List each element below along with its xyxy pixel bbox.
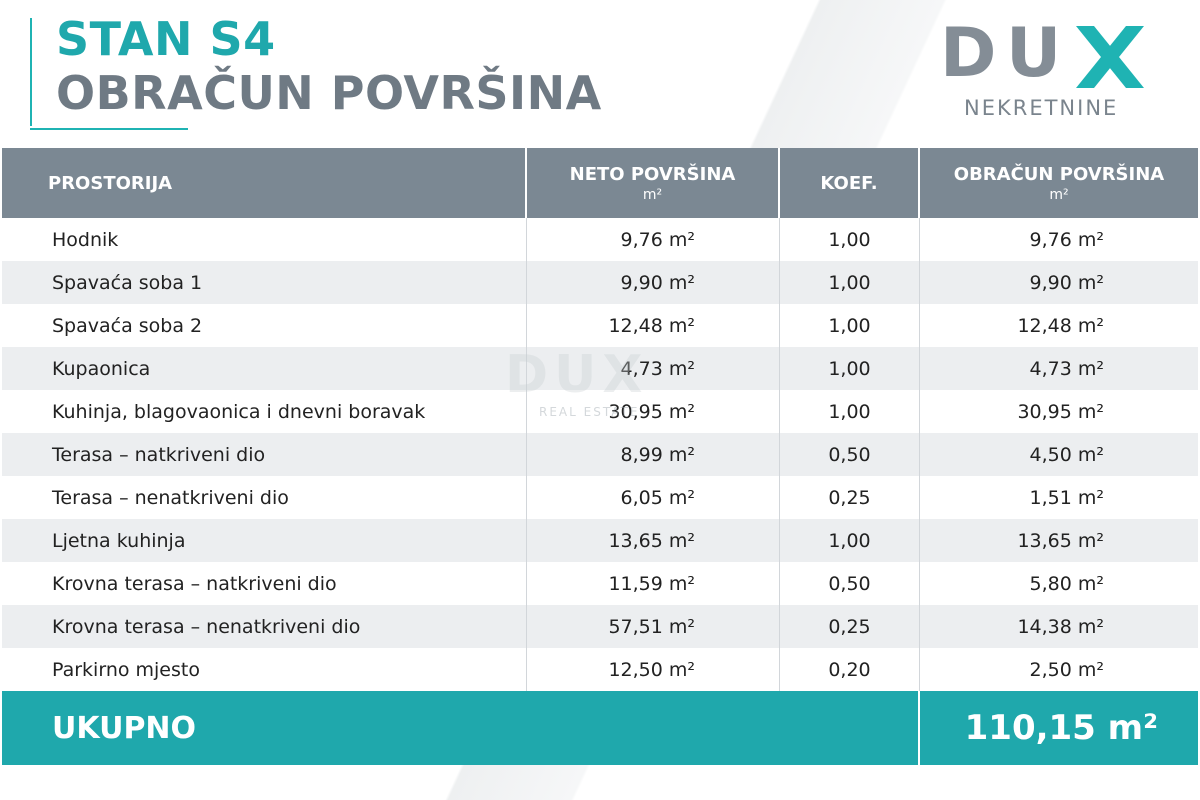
logo-letter-d: D (940, 14, 997, 93)
logo-subtitle: NEKRETNINE (964, 96, 1119, 120)
cell-room: Kupaonica (2, 347, 527, 390)
total-value: 110,15 m² (964, 708, 1158, 748)
cell-coef: 1,00 (780, 304, 920, 347)
cell-room: Terasa – natkriveni dio (2, 433, 527, 476)
accent-line-horizontal (30, 128, 188, 130)
logo-x-icon (1076, 26, 1144, 88)
cell-net: 4,73 m² (527, 347, 780, 390)
page-subtitle: OBRAČUN POVRŠINA (56, 66, 602, 120)
cell-room: Kuhinja, blagovaonica i dnevni boravak (2, 390, 527, 433)
cell-coef: 1,00 (780, 218, 920, 261)
cell-room: Terasa – nenatkriveni dio (2, 476, 527, 519)
cell-calc: 2,50 m² (1029, 658, 1104, 681)
cell-calc: 9,76 m² (1029, 228, 1104, 251)
cell-coef: 0,20 (780, 648, 920, 691)
cell-room: Parkirno mjesto (2, 648, 527, 691)
total-row: UKUPNO 110,15 m² (2, 691, 1198, 765)
table-row: Kuhinja, blagovaonica i dnevni boravak 3… (2, 390, 1198, 433)
cell-calc: 13,65 m² (1017, 529, 1104, 552)
cell-calc: 5,80 m² (1029, 572, 1104, 595)
page-title: STAN S4 (56, 12, 276, 66)
column-header-label: KOEF. (820, 172, 878, 194)
column-header-unit: m² (642, 186, 663, 203)
cell-net: 30,95 m² (527, 390, 780, 433)
table-header: PROSTORIJA NETO POVRŠINA m² KOEF. OBRAČU… (2, 148, 1198, 218)
cell-calc: 4,73 m² (1029, 357, 1104, 380)
table-row: Ljetna kuhinja 13,65 m² 1,00 13,65 m² (2, 519, 1198, 562)
table-row: Terasa – natkriveni dio 8,99 m² 0,50 4,5… (2, 433, 1198, 476)
cell-net: 9,76 m² (527, 218, 780, 261)
cell-room: Spavaća soba 2 (2, 304, 527, 347)
cell-coef: 0,25 (780, 476, 920, 519)
cell-calc: 30,95 m² (1017, 400, 1104, 423)
cell-coef: 1,00 (780, 261, 920, 304)
cell-room: Hodnik (2, 218, 527, 261)
cell-net: 13,65 m² (527, 519, 780, 562)
cell-coef: 0,25 (780, 605, 920, 648)
cell-calc: 12,48 m² (1017, 314, 1104, 337)
table-row: Kupaonica 4,73 m² 1,00 4,73 m² (2, 347, 1198, 390)
cell-room: Spavaća soba 1 (2, 261, 527, 304)
page-header: STAN S4 OBRAČUN POVRŠINA D U NEKRETNINE (0, 0, 1200, 148)
column-header-label: NETO POVRŠINA (569, 163, 736, 185)
accent-line-vertical (30, 18, 32, 126)
cell-coef: 1,00 (780, 519, 920, 562)
cell-net: 6,05 m² (527, 476, 780, 519)
cell-net: 12,50 m² (527, 648, 780, 691)
cell-calc: 4,50 m² (1029, 443, 1104, 466)
column-header-label: PROSTORIJA (48, 172, 173, 194)
cell-net: 11,59 m² (527, 562, 780, 605)
table-row: Hodnik 9,76 m² 1,00 9,76 m² (2, 218, 1198, 261)
table-row: Terasa – nenatkriveni dio 6,05 m² 0,25 1… (2, 476, 1198, 519)
cell-net: 9,90 m² (527, 261, 780, 304)
table-row: Parkirno mjesto 12,50 m² 0,20 2,50 m² (2, 648, 1198, 691)
table-row: Spavaća soba 2 12,48 m² 1,00 12,48 m² (2, 304, 1198, 347)
table-row: Krovna terasa – nenatkriveni dio 57,51 m… (2, 605, 1198, 648)
table-row: Krovna terasa – natkriveni dio 11,59 m² … (2, 562, 1198, 605)
column-header-label: OBRAČUN POVRŠINA (953, 163, 1165, 185)
table-body: Hodnik 9,76 m² 1,00 9,76 m² Spavaća soba… (2, 218, 1198, 691)
cell-room: Krovna terasa – nenatkriveni dio (2, 605, 527, 648)
table-row: Spavaća soba 1 9,90 m² 1,00 9,90 m² (2, 261, 1198, 304)
cell-net: 12,48 m² (527, 304, 780, 347)
column-header-room: PROSTORIJA (2, 148, 527, 218)
cell-room: Ljetna kuhinja (2, 519, 527, 562)
cell-calc: 1,51 m² (1029, 486, 1104, 509)
cell-coef: 1,00 (780, 347, 920, 390)
cell-coef: 0,50 (780, 433, 920, 476)
column-header-calc: OBRAČUN POVRŠINA m² (920, 148, 1198, 218)
area-table: PROSTORIJA NETO POVRŠINA m² KOEF. OBRAČU… (2, 148, 1198, 765)
column-header-unit: m² (1049, 186, 1069, 203)
logo-letter-u: U (1006, 14, 1062, 93)
cell-calc: 9,90 m² (1029, 271, 1104, 294)
cell-room: Krovna terasa – natkriveni dio (2, 562, 527, 605)
cell-coef: 1,00 (780, 390, 920, 433)
cell-net: 8,99 m² (527, 433, 780, 476)
cell-coef: 0,50 (780, 562, 920, 605)
column-header-coef: KOEF. (780, 148, 920, 218)
cell-calc: 14,38 m² (1017, 615, 1104, 638)
column-header-net: NETO POVRŠINA m² (527, 148, 780, 218)
cell-net: 57,51 m² (527, 605, 780, 648)
dux-logo: D U NEKRETNINE (940, 20, 1150, 120)
total-label: UKUPNO (2, 691, 920, 765)
